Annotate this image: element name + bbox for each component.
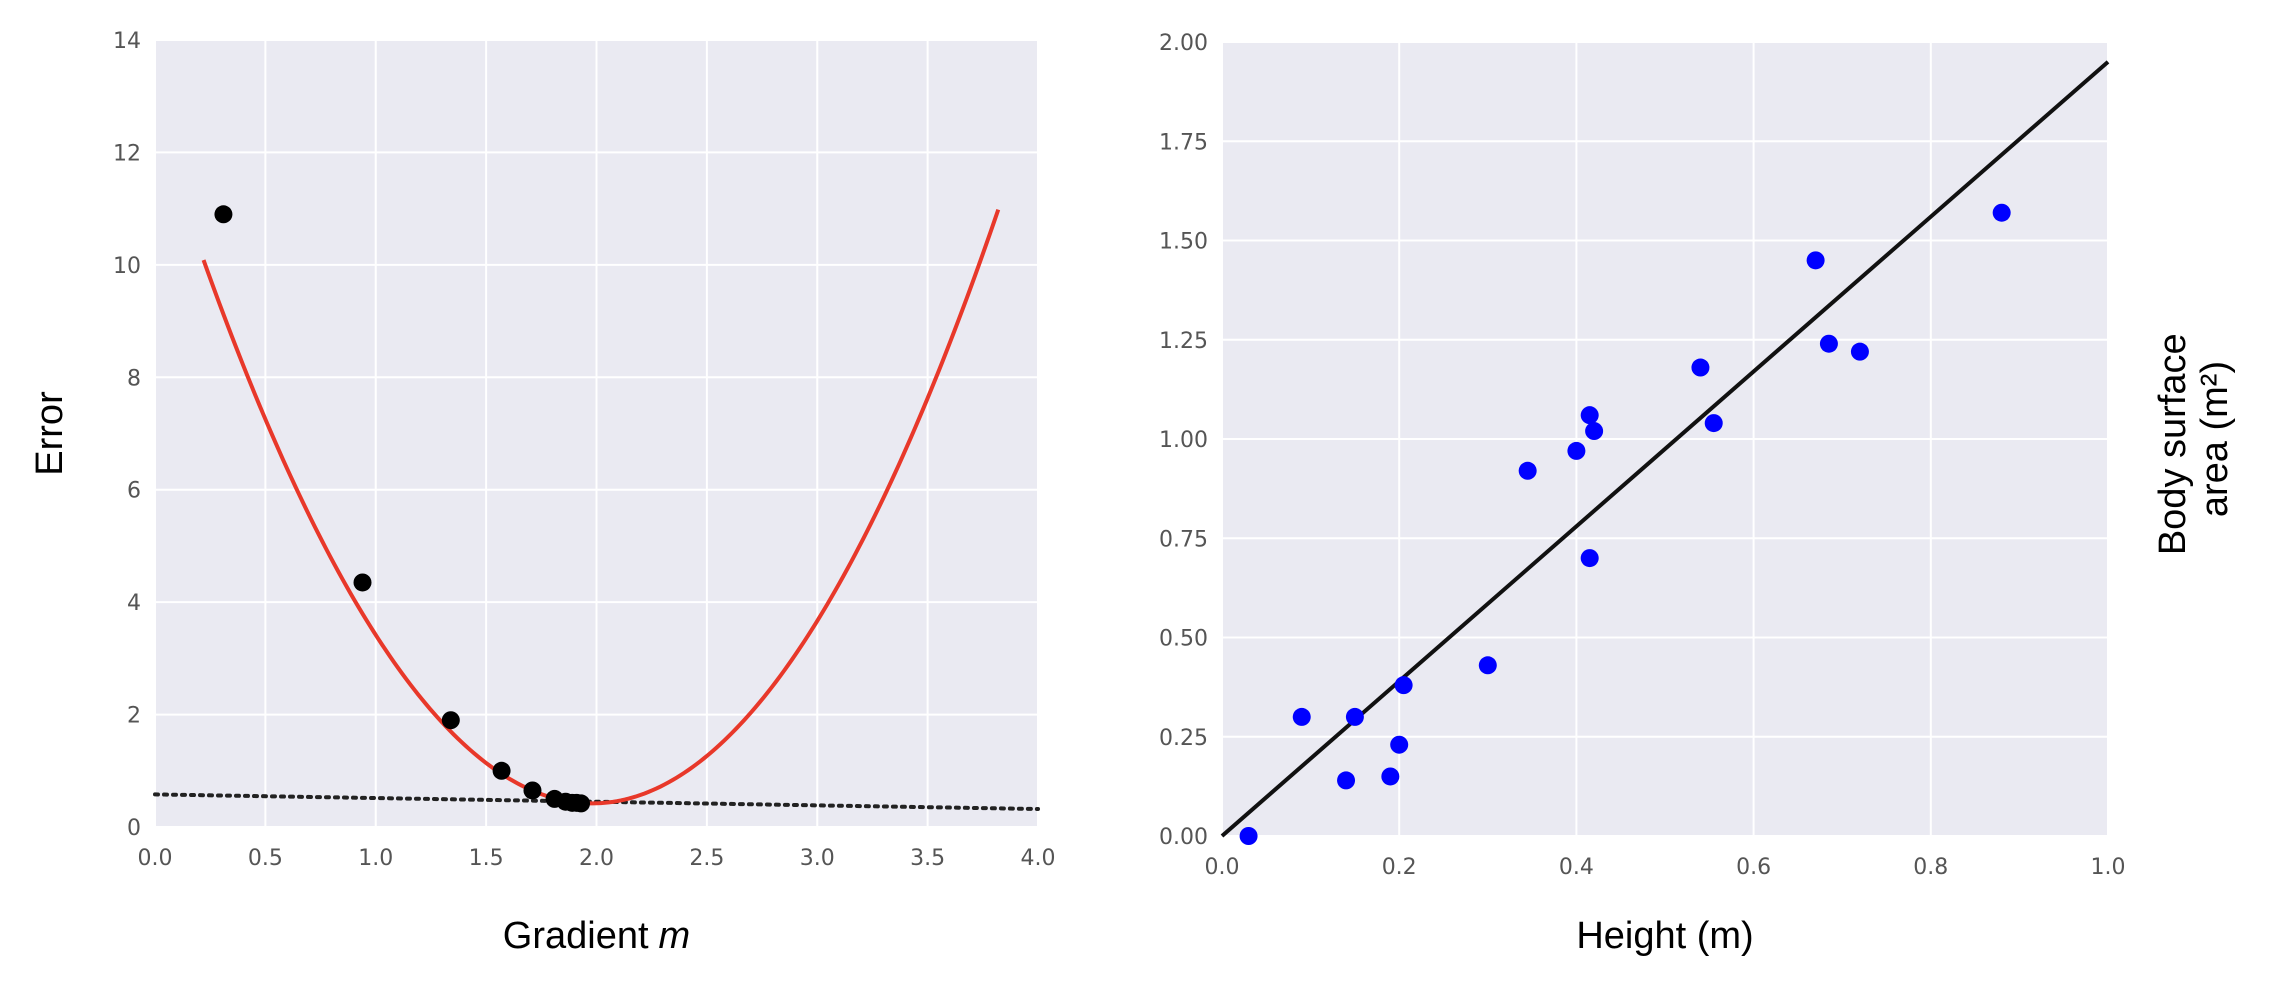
data-point (1337, 771, 1356, 790)
y-tick-label: 6 (127, 479, 141, 504)
data-point (1239, 827, 1258, 845)
x-tick-label: 0.8 (1913, 855, 1948, 880)
data-point (1518, 461, 1537, 480)
y-tick-labels: 0.00 0.25 0.50 0.75 1.00 1.25 1.50 1.75 2.00 (1159, 31, 1208, 850)
y-tick-label: 1.50 (1159, 230, 1208, 255)
y-tick-label: 2 (127, 704, 141, 729)
y-tick-label: 0.50 (1159, 627, 1208, 652)
y-tick-label: 0.75 (1159, 527, 1208, 552)
x-tick-label: 0.2 (1382, 855, 1417, 880)
data-point (1394, 676, 1413, 695)
data-point (1850, 342, 1869, 361)
x-tick-label: 4.0 (1021, 846, 1056, 871)
x-axis-label: Gradient m (503, 915, 690, 957)
fit-line (1220, 60, 2110, 838)
y-tick-label: 8 (127, 366, 141, 391)
gridlines (1221, 41, 2109, 837)
x-axis-label: Height (m) (1576, 915, 1753, 957)
y-axis-label-line-1: Body surface (2152, 333, 2194, 555)
x-tick-label: 0.4 (1559, 855, 1594, 880)
descent-point (441, 711, 460, 730)
data-point (1580, 549, 1599, 568)
y-tick-label: 0.25 (1159, 726, 1208, 751)
x-tick-label: 0.6 (1736, 855, 1771, 880)
data-point (1381, 767, 1400, 786)
y-tick-label: 14 (113, 29, 141, 54)
y-tick-label: 1.25 (1159, 329, 1208, 354)
error-curve (201, 208, 1001, 806)
x-tick-labels: 0.0 0.5 1.0 1.5 2.0 2.5 3.0 3.5 4.0 (138, 846, 1056, 871)
y-tick-label: 0.00 (1159, 825, 1208, 850)
data-point (1580, 406, 1599, 425)
chart-marks (153, 205, 1040, 813)
data-point (1691, 358, 1710, 377)
data-point (1292, 707, 1311, 726)
y-tick-label: 4 (127, 591, 141, 616)
y-tick-label: 2.00 (1159, 31, 1208, 56)
x-tick-labels: 0.0 0.2 0.4 0.6 0.8 1.0 (1205, 855, 2126, 880)
x-tick-label: 2.0 (579, 846, 614, 871)
data-point (1585, 422, 1604, 441)
error-gradient-chart: 0.0 0.5 1.0 1.5 2.0 2.5 3.0 3.5 4.0 02468101214 … (29, 29, 1056, 957)
gridlines (154, 39, 1039, 828)
data-point (1806, 251, 1825, 270)
x-tick-label: 2.5 (689, 846, 724, 871)
x-tick-label: 1.5 (469, 846, 504, 871)
descent-point (214, 205, 233, 224)
y-tick-labels: 0 2 4 6 8 10 12 14 (113, 29, 141, 841)
y-axis-label-line-2: area (m²) (2194, 361, 2236, 517)
x-axis-label-variable: m (659, 915, 691, 957)
x-tick-label: 0.5 (248, 846, 283, 871)
descent-point (572, 794, 591, 813)
x-axis-label-text: Gradient (503, 915, 649, 957)
x-tick-label: 1.0 (358, 846, 393, 871)
x-tick-label: 0.0 (1205, 855, 1240, 880)
x-tick-label: 1.0 (2091, 855, 2126, 880)
data-point (1704, 414, 1723, 433)
y-tick-label: 1.75 (1159, 130, 1208, 155)
data-point (1390, 735, 1409, 754)
data-point (1992, 203, 2011, 222)
body-surface-height-chart: 0.0 0.2 0.4 0.6 0.8 1.0 0.00 0.25 0.50 0.75 1.00 1… (1159, 31, 2236, 957)
y-tick-label: 0 (127, 816, 141, 841)
y-tick-label: 10 (113, 254, 141, 279)
data-point (1819, 334, 1838, 353)
descent-point (492, 761, 511, 780)
data-point (1478, 656, 1497, 675)
data-point (1345, 707, 1364, 726)
y-axis-label: Error (29, 391, 71, 476)
descent-point (523, 781, 542, 800)
x-tick-label: 0.0 (138, 846, 173, 871)
data-point (1567, 441, 1586, 460)
x-tick-label: 3.0 (800, 846, 835, 871)
y-axis-label: Body surface area (m²) (2152, 323, 2236, 555)
descent-point (353, 573, 372, 592)
chart-marks (1220, 60, 2110, 845)
x-tick-label: 3.5 (910, 846, 945, 871)
y-tick-label: 1.00 (1159, 428, 1208, 453)
y-tick-label: 12 (113, 141, 141, 166)
